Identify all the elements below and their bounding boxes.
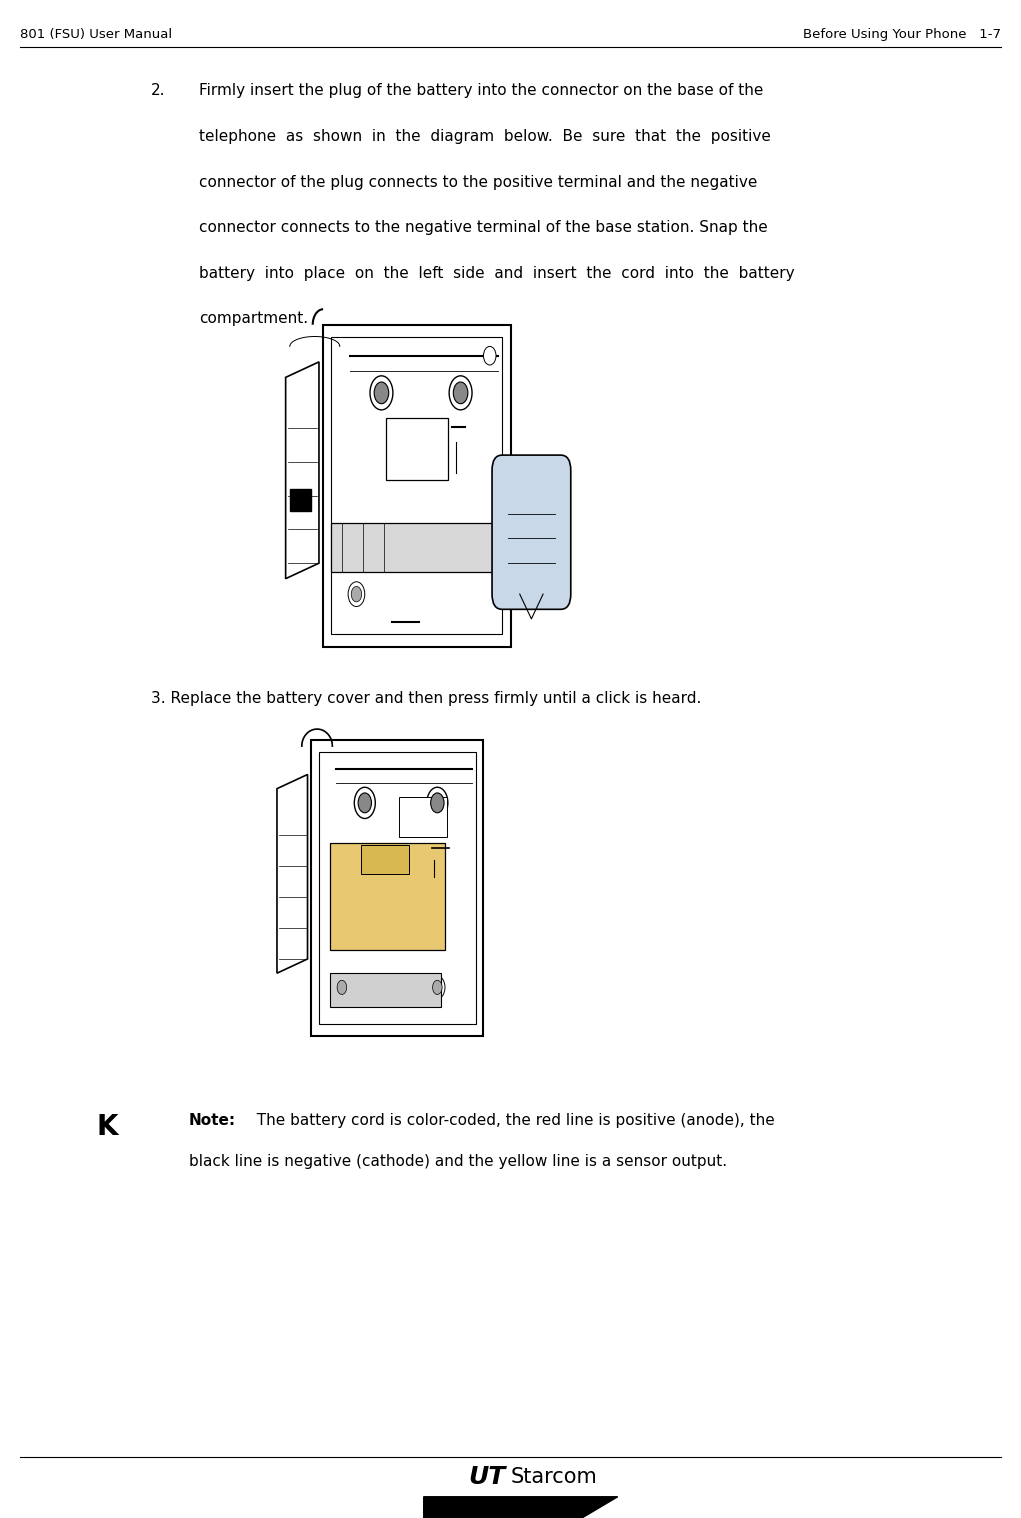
Circle shape	[449, 376, 472, 410]
Text: black line is negative (cathode) and the yellow line is a sensor output.: black line is negative (cathode) and the…	[189, 1154, 727, 1169]
Polygon shape	[311, 741, 483, 1035]
Polygon shape	[332, 337, 502, 635]
Circle shape	[374, 383, 389, 404]
Bar	[332, 522, 502, 572]
Circle shape	[337, 981, 347, 994]
Polygon shape	[424, 1497, 618, 1518]
Circle shape	[427, 788, 448, 818]
Text: 3. Replace the battery cover and then press firmly until a click is heard.: 3. Replace the battery cover and then pr…	[151, 691, 701, 706]
Bar	[290, 489, 310, 510]
Circle shape	[358, 792, 372, 812]
Circle shape	[370, 376, 393, 410]
Polygon shape	[286, 361, 319, 578]
Bar	[331, 973, 441, 1008]
Text: K: K	[97, 1113, 118, 1140]
Polygon shape	[323, 325, 510, 647]
Circle shape	[453, 383, 468, 404]
Circle shape	[431, 792, 444, 812]
Text: telephone  as  shown  in  the  diagram  below.  Be  sure  that  the  positive: telephone as shown in the diagram below.…	[199, 129, 771, 144]
Circle shape	[354, 788, 376, 818]
Bar	[399, 797, 447, 836]
Text: connector connects to the negative terminal of the base station. Snap the: connector connects to the negative termi…	[199, 220, 768, 235]
Circle shape	[334, 976, 349, 999]
Circle shape	[430, 976, 445, 999]
FancyBboxPatch shape	[331, 842, 445, 950]
Text: battery  into  place  on  the  left  side  and  insert  the  cord  into  the  ba: battery into place on the left side and …	[199, 266, 794, 281]
Text: connector of the plug connects to the positive terminal and the negative: connector of the plug connects to the po…	[199, 175, 758, 190]
FancyBboxPatch shape	[492, 455, 571, 609]
Bar	[386, 417, 448, 480]
Text: The battery cord is color-coded, the red line is positive (anode), the: The battery cord is color-coded, the red…	[247, 1113, 775, 1128]
Text: Starcom: Starcom	[510, 1466, 597, 1488]
Circle shape	[484, 346, 496, 364]
Circle shape	[351, 586, 361, 601]
Text: Firmly insert the plug of the battery into the connector on the base of the: Firmly insert the plug of the battery in…	[199, 83, 764, 99]
Text: Before Using Your Phone   1-7: Before Using Your Phone 1-7	[803, 29, 1001, 41]
Polygon shape	[319, 751, 476, 1025]
Circle shape	[433, 981, 442, 994]
Text: 801 (FSU) User Manual: 801 (FSU) User Manual	[20, 29, 173, 41]
Circle shape	[348, 581, 364, 607]
Text: UT: UT	[469, 1465, 505, 1489]
Text: Note:: Note:	[189, 1113, 236, 1128]
Polygon shape	[277, 774, 307, 973]
Text: 2.: 2.	[151, 83, 165, 99]
Text: compartment.: compartment.	[199, 311, 308, 326]
Bar	[361, 846, 408, 874]
